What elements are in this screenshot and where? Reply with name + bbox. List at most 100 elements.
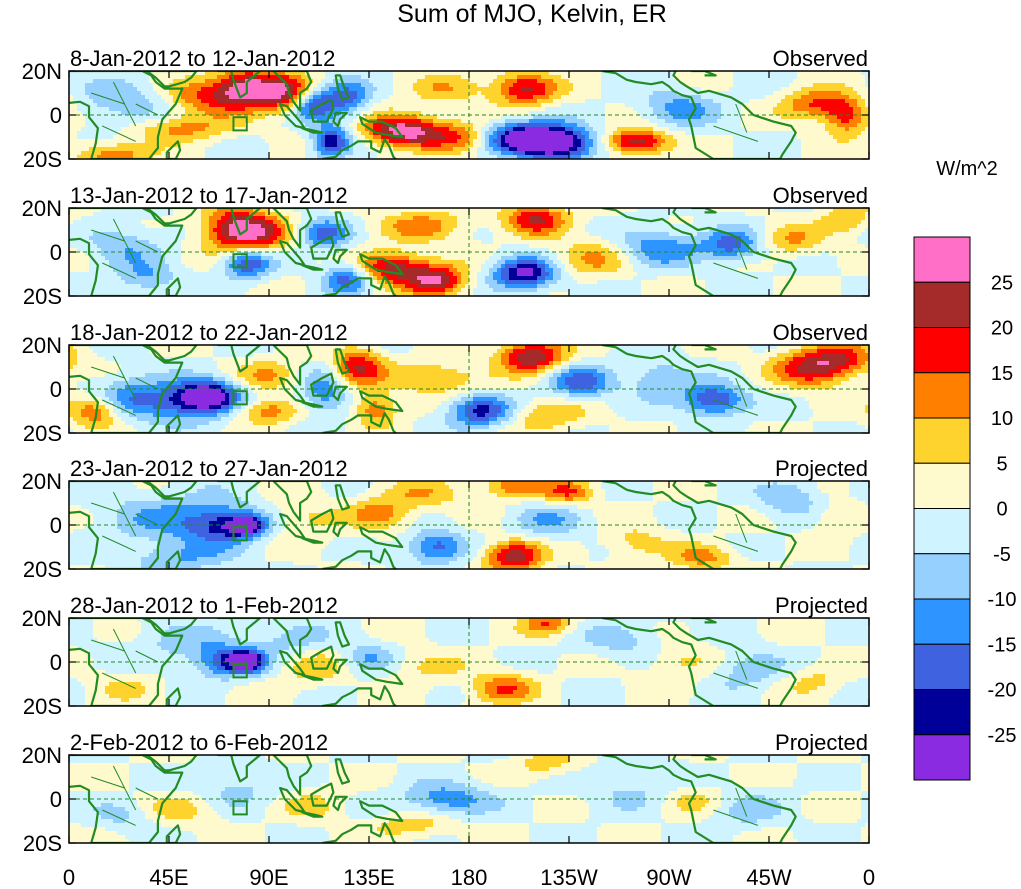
field-cell [145, 240, 150, 245]
field-cell [645, 139, 650, 144]
field-cell [809, 119, 814, 124]
field-cell [801, 99, 806, 104]
field-cell [81, 260, 86, 265]
field-cell [377, 139, 382, 144]
field-cell [673, 107, 678, 112]
field-cell [117, 272, 122, 277]
field-cell [317, 95, 322, 100]
field-cell [857, 127, 862, 132]
field-cell [573, 107, 578, 112]
field-cell [817, 75, 822, 80]
field-cell [97, 212, 102, 217]
field-cell [349, 139, 354, 144]
field-cell [161, 151, 166, 156]
field-cell [501, 147, 506, 152]
field-cell [585, 75, 590, 80]
field-cell [417, 119, 422, 124]
field-cell [345, 83, 350, 88]
field-cell [557, 143, 562, 148]
field-cell [353, 151, 358, 156]
field-cell [673, 123, 678, 128]
field-cell [269, 135, 274, 140]
field-cell [77, 95, 82, 100]
field-cell [477, 119, 482, 124]
field-cell [801, 95, 806, 100]
field-cell [813, 135, 818, 140]
field-cell [625, 107, 630, 112]
field-cell [269, 123, 274, 128]
field-cell [445, 75, 450, 80]
field-cell [177, 115, 182, 120]
field-cell [485, 103, 490, 108]
field-cell [725, 99, 730, 104]
field-cell [441, 103, 446, 108]
field-cell [493, 99, 498, 104]
field-cell [541, 119, 546, 124]
field-cell [181, 139, 186, 144]
field-cell [541, 103, 546, 108]
field-cell [241, 139, 246, 144]
field-cell [505, 147, 510, 152]
field-cell [81, 119, 86, 124]
field-cell [89, 135, 94, 140]
field-cell [769, 99, 774, 104]
field-cell [749, 87, 754, 92]
field-cell [413, 139, 418, 144]
field-cell [761, 143, 766, 148]
field-cell [357, 131, 362, 136]
field-cell [185, 151, 190, 156]
field-cell [333, 127, 338, 132]
field-cell [213, 75, 218, 80]
field-cell [341, 143, 346, 148]
field-cell [649, 87, 654, 92]
field-cell [85, 212, 90, 217]
field-cell [493, 91, 498, 96]
field-cell [797, 139, 802, 144]
field-cell [177, 107, 182, 112]
y-tick-label: 20S [23, 147, 62, 172]
field-cell [481, 151, 486, 156]
field-cell [577, 91, 582, 96]
field-cell [413, 91, 418, 96]
field-cell [149, 115, 154, 120]
field-cell [653, 115, 658, 120]
field-cell [469, 87, 474, 92]
field-cell [817, 91, 822, 96]
field-cell [593, 127, 598, 132]
field-cell [77, 268, 82, 273]
field-cell [85, 268, 90, 273]
field-cell [317, 135, 322, 140]
field-cell [105, 224, 110, 229]
field-cell [477, 151, 482, 156]
field-cell [425, 107, 430, 112]
field-cell [621, 83, 626, 88]
field-cell [697, 131, 702, 136]
field-cell [533, 131, 538, 136]
field-cell [133, 115, 138, 120]
field-cell [169, 95, 174, 100]
field-cell [193, 151, 198, 156]
field-cell [161, 91, 166, 96]
field-cell [193, 119, 198, 124]
field-cell [497, 131, 502, 136]
field-cell [145, 216, 150, 221]
field-cell [793, 103, 798, 108]
field-cell [825, 127, 830, 132]
field-cell [157, 236, 162, 241]
field-cell [525, 107, 530, 112]
field-cell [109, 119, 114, 124]
field-cell [821, 95, 826, 100]
field-cell [113, 115, 118, 120]
field-cell [545, 99, 550, 104]
field-cell [249, 87, 254, 92]
field-cell [217, 99, 222, 104]
field-cell [77, 252, 82, 257]
field-cell [81, 212, 86, 217]
field-cell [81, 123, 86, 128]
field-cell [829, 147, 834, 152]
field-cell [469, 127, 474, 132]
field-cell [397, 103, 402, 108]
field-cell [145, 212, 150, 217]
field-cell [429, 91, 434, 96]
field-cell [557, 79, 562, 84]
